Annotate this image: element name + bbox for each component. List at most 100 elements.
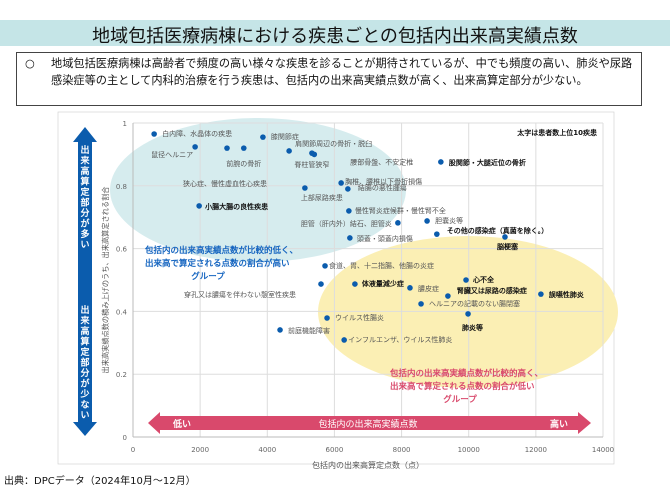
y-arrow-top-label: 高 — [80, 165, 89, 177]
y-tick-label: 0 — [123, 434, 127, 442]
data-label: 脊柱管狭窄 — [294, 160, 329, 169]
data-label: 前腕の骨折 — [226, 159, 261, 168]
title-bar — [0, 20, 670, 46]
data-point — [286, 148, 292, 154]
data-label: 鼠径ヘルニア — [151, 150, 193, 159]
data-label: 誤嚥性肺炎 — [549, 290, 584, 299]
data-label: 胸椎、腰椎以下骨折損傷 — [345, 177, 422, 186]
data-point — [341, 337, 347, 343]
data-point — [151, 131, 157, 137]
data-point — [324, 315, 330, 321]
data-label: 心不全 — [473, 275, 495, 284]
x-arrow-low-label: 低い — [172, 418, 191, 430]
y-arrow-top-label: 多 — [80, 228, 89, 240]
data-point — [318, 281, 324, 287]
x-direction-arrow — [148, 412, 591, 434]
summary-box: ○ 地域包括医療病棟は高齢者で頻度の高い様々な疾患を診ることが期待されているが、… — [16, 52, 642, 106]
data-point — [502, 234, 508, 240]
data-label: 結腸の悪性腫瘍 — [358, 183, 407, 192]
page-title: 地域包括医療病棟における疾患ごとの包括内出来高実績点数 — [92, 26, 578, 47]
data-point — [346, 208, 352, 214]
data-point — [465, 311, 471, 317]
data-point — [338, 180, 344, 186]
data-point — [224, 145, 230, 151]
y-tick-label: 1 — [123, 120, 127, 128]
data-label: 食道、胃、十二指腸、他腸の炎症 — [329, 261, 434, 270]
source-note: 出典：DPCデータ（2024年10月～12月） — [4, 476, 196, 487]
x-arrow-label: 包括内の出来高実績点数 — [318, 418, 417, 430]
y-arrow-top-label: 定 — [79, 186, 90, 198]
data-label: 腎臓又は尿路の感染症 — [457, 286, 527, 295]
y-arrow-bottom-label: 少 — [79, 388, 89, 400]
low-group-annotation: グループ — [191, 271, 225, 282]
data-label: 肺炎等 — [462, 323, 483, 332]
data-label: 脳梗塞 — [496, 242, 519, 251]
data-label: その他の感染症（真菌を除く。） — [447, 226, 548, 235]
x-tick-label: 10000 — [458, 446, 480, 454]
y-arrow-top-label: い — [80, 241, 89, 251]
data-label: インフルエンザ、ウイルス性肺炎 — [348, 335, 452, 344]
x-arrow-high-label: 高い — [550, 418, 568, 430]
y-arrow-bottom-label: 出 — [80, 304, 89, 316]
y-direction-arrow — [73, 127, 97, 436]
data-label: 胆嚢炎等 — [435, 216, 463, 225]
y-tick-label: 0.6 — [116, 246, 128, 254]
y-arrow-top-label: が — [80, 218, 90, 230]
bullet-icon: ○ — [25, 57, 35, 70]
data-label: ウイルス性腸炎 — [335, 313, 384, 322]
data-label: 狭心症、慢性虚血性心疾患 — [183, 179, 267, 188]
data-point — [345, 186, 351, 192]
y-arrow-top-label: 来 — [79, 155, 90, 167]
data-label: ヘルニアの記載のない腸閉塞 — [429, 299, 520, 308]
data-label: 股関節・大腿近位の骨折 — [448, 158, 526, 167]
data-point — [352, 281, 358, 287]
x-tick-label: 8000 — [393, 446, 411, 454]
x-tick-label: 12000 — [525, 446, 547, 454]
data-point — [463, 277, 469, 283]
high-group-annotation: 包括内の出来高実績点数が比較的高く、 — [390, 368, 543, 379]
x-tick-label: 14000 — [592, 446, 614, 454]
chart-frame — [57, 111, 615, 465]
data-point — [424, 218, 430, 224]
y-arrow-bottom-label: 算 — [80, 336, 89, 348]
y-arrow-top-label: 出 — [80, 144, 89, 156]
y-tick-label: 0.4 — [116, 308, 128, 316]
y-arrow-top-label: 分 — [80, 207, 89, 219]
x-tick-label: 2000 — [191, 446, 209, 454]
data-label: 上部尿路疾患 — [301, 193, 343, 202]
y-arrow-top-label: 部 — [80, 197, 89, 209]
x-tick-label: 6000 — [326, 446, 344, 454]
data-label: 穿孔又は膿瘍を伴わない憩室性疾患 — [184, 290, 296, 299]
y-tick-label: 0.2 — [116, 371, 127, 379]
data-label: 体液量減少症 — [362, 279, 404, 288]
data-point — [407, 285, 413, 291]
x-axis-title: 包括内の出来高算定点数（点） — [312, 460, 424, 470]
data-label: 小腸大腸の良性疾患 — [204, 202, 268, 211]
y-arrow-bottom-label: 定 — [79, 346, 90, 358]
data-point — [260, 134, 266, 140]
data-point — [434, 231, 440, 237]
data-point — [538, 291, 544, 297]
x-tick-label: 4000 — [258, 446, 276, 454]
data-point — [322, 263, 328, 269]
high-group-annotation: 出来高で算定される点数の割合が低い — [390, 381, 535, 392]
high-group-annotation: グループ — [443, 394, 477, 405]
data-label: 膝関節症 — [271, 132, 299, 141]
data-label: 腰部骨盤、不安定椎 — [350, 157, 413, 166]
low-group-annotation: 包括内の出来高実績点数が比較的低く、 — [145, 245, 298, 256]
y-arrow-bottom-label: 来 — [79, 315, 90, 327]
y-arrow-bottom-label: 部 — [80, 357, 89, 369]
x-tick-label: 0 — [131, 446, 135, 454]
summary-text: 地域包括医療病棟は高齢者で頻度の高い様々な疾患を診ることが期待されているが、中で… — [51, 57, 633, 87]
y-arrow-bottom-label: が — [80, 378, 90, 390]
data-label: 頭蓋・頭蓋内損傷 — [357, 234, 413, 243]
data-point — [438, 159, 444, 165]
data-label: 肩関節周辺の骨折・脱臼 — [295, 139, 372, 148]
bold-legend-note: 太字は患者数上位10疾患 — [517, 128, 597, 137]
y-arrow-bottom-label: な — [80, 400, 89, 411]
data-point — [192, 144, 198, 150]
low-group-ellipse — [110, 118, 406, 262]
data-label: 白内障、水晶体の疾患 — [162, 129, 232, 138]
y-arrow-bottom-label: い — [80, 411, 89, 421]
y-arrow-top-label: 算 — [80, 176, 89, 188]
